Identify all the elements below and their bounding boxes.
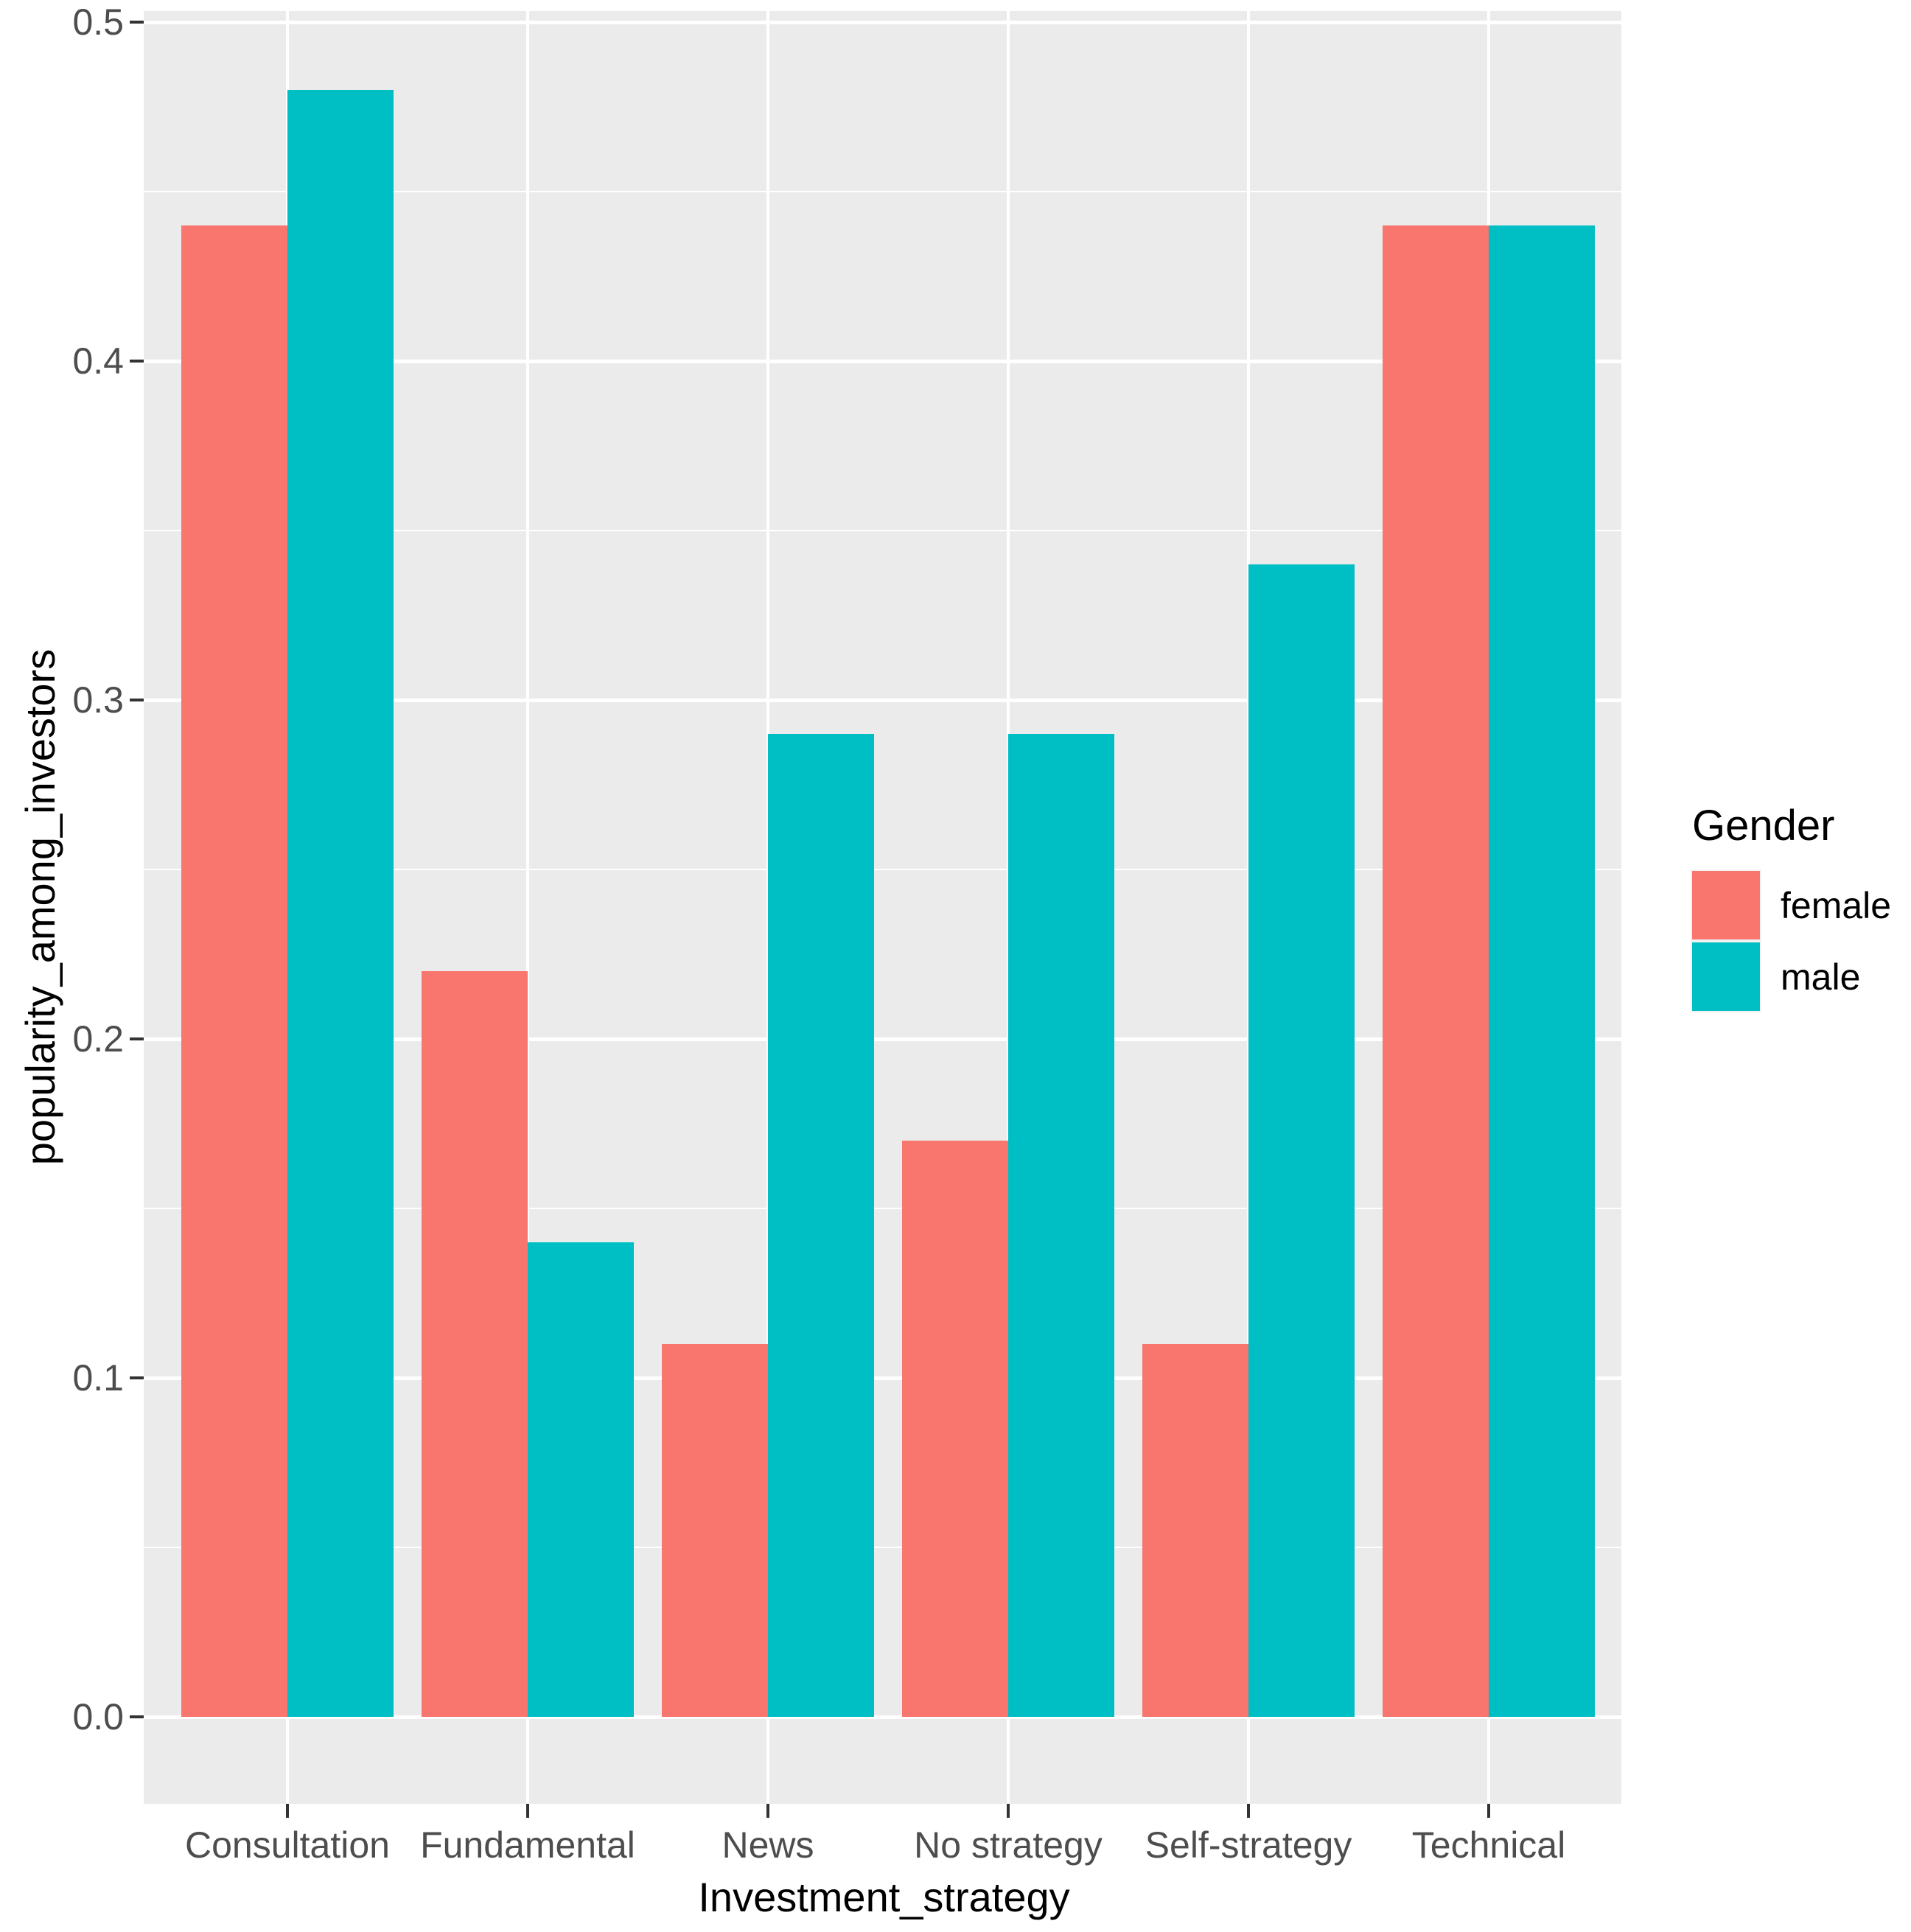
- bar-No strategy-male: [1008, 734, 1114, 1717]
- bar-Technical-male: [1489, 225, 1595, 1717]
- gridline-major-0.5: [144, 21, 1621, 24]
- legend-keys: female male: [1691, 869, 1911, 1012]
- y-tick-label-0.4: 0.4: [72, 340, 124, 382]
- gridline-category-Fundamental: [526, 11, 529, 1804]
- gridline-minor-0.25: [144, 869, 1621, 870]
- y-tick-label-0.1: 0.1: [72, 1357, 124, 1399]
- bar-Self-strategy-female: [1142, 1344, 1248, 1717]
- gridline-major-0.4: [144, 360, 1621, 363]
- bar-Fundamental-male: [528, 1242, 634, 1717]
- legend-swatch-male: [1691, 941, 1761, 1012]
- bar-Consultation-male: [287, 90, 394, 1717]
- bar-Fundamental-female: [422, 971, 528, 1717]
- y-tick-mark-0.3: [130, 699, 144, 701]
- y-tick-label-0: 0.0: [72, 1696, 124, 1737]
- legend-item-male: male: [1691, 941, 1911, 1012]
- y-axis-title: popularity_among_investors: [17, 648, 63, 1166]
- gridline-major-0.3: [144, 699, 1621, 702]
- y-tick-label-0.3: 0.3: [72, 679, 124, 721]
- gridline-major-0.2: [144, 1037, 1621, 1041]
- bar-Self-strategy-male: [1248, 564, 1355, 1717]
- x-tick-mark-Technical: [1487, 1804, 1490, 1818]
- y-tick-label-0.5: 0.5: [72, 1, 124, 43]
- y-tick-mark-0.5: [130, 21, 144, 24]
- x-tick-mark-Consultation: [286, 1804, 289, 1818]
- bar-News-female: [662, 1344, 768, 1717]
- x-tick-label-Consultation: Consultation: [185, 1824, 390, 1866]
- x-tick-mark-News: [766, 1804, 769, 1818]
- x-tick-label-Fundamental: Fundamental: [420, 1824, 635, 1866]
- legend-label-male: male: [1781, 956, 1861, 998]
- gridline-minor-0.05: [144, 1547, 1621, 1548]
- x-tick-label-News: News: [722, 1824, 814, 1866]
- legend: Gender female male: [1691, 803, 1911, 1012]
- plot-panel: [144, 11, 1621, 1804]
- x-tick-mark-No strategy: [1007, 1804, 1010, 1818]
- y-tick-mark-0: [130, 1715, 144, 1718]
- y-tick-mark-0.4: [130, 360, 144, 363]
- legend-swatch-female: [1691, 869, 1761, 941]
- bar-Consultation-female: [181, 225, 287, 1717]
- legend-label-female: female: [1781, 884, 1892, 926]
- gridline-major-0: [144, 1715, 1621, 1719]
- gridline-minor-0.45: [144, 191, 1621, 192]
- x-tick-label-No strategy: No strategy: [914, 1824, 1103, 1866]
- y-tick-label-0.2: 0.2: [72, 1018, 124, 1060]
- x-tick-label-Technical: Technical: [1411, 1824, 1566, 1866]
- x-axis-title: Investment_strategy: [698, 1874, 1070, 1920]
- bar-News-male: [768, 734, 874, 1717]
- bar-Technical-female: [1383, 225, 1489, 1717]
- legend-item-female: female: [1691, 869, 1911, 941]
- y-tick-mark-0.2: [130, 1037, 144, 1040]
- gridline-major-0.1: [144, 1376, 1621, 1380]
- x-tick-mark-Fundamental: [526, 1804, 529, 1818]
- gridline-minor-0.15: [144, 1208, 1621, 1209]
- x-tick-label-Self-strategy: Self-strategy: [1145, 1824, 1352, 1866]
- legend-title: Gender: [1692, 802, 1835, 850]
- bar-No strategy-female: [902, 1141, 1008, 1717]
- gridline-minor-0.35: [144, 530, 1621, 531]
- y-tick-mark-0.1: [130, 1376, 144, 1379]
- x-tick-mark-Self-strategy: [1247, 1804, 1250, 1818]
